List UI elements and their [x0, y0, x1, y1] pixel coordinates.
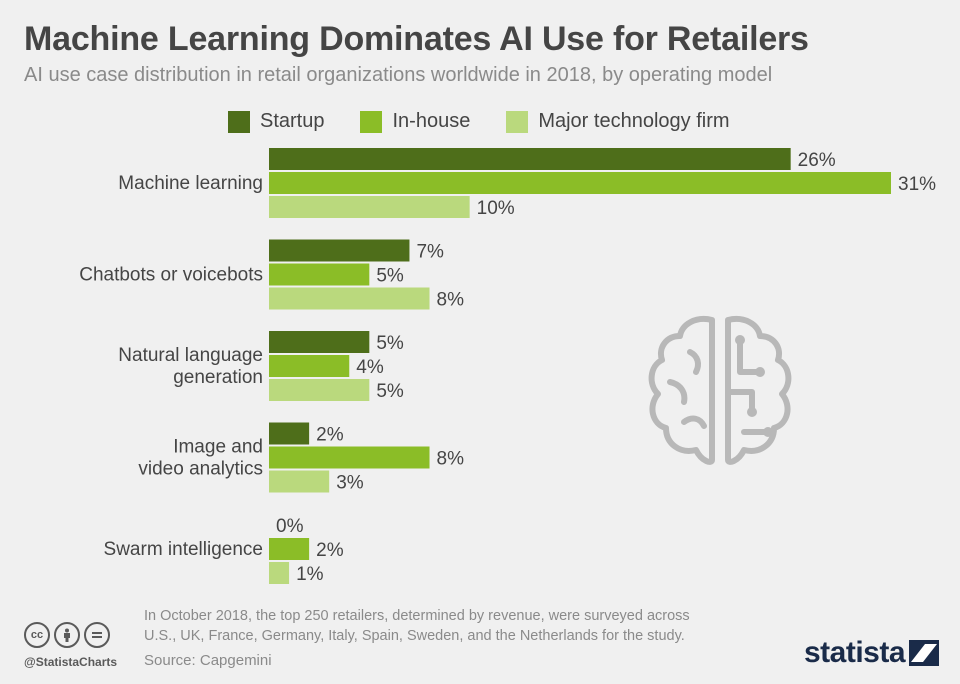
category-label: Chatbots or voicebots: [79, 265, 263, 286]
chart-subtitle: AI use case distribution in retail organ…: [24, 64, 773, 86]
legend-swatch-in-house: [360, 110, 383, 133]
bar-value-label: 1%: [296, 564, 324, 585]
legend-item-startup: Startup: [228, 110, 324, 133]
statista-logo[interactable]: statista: [804, 636, 940, 670]
legend-swatch-major-tech: [506, 110, 529, 133]
category-label: Image and video analytics: [138, 437, 263, 480]
bar: [269, 562, 290, 584]
bar: [269, 331, 370, 353]
legend-label-startup: Startup: [260, 110, 325, 132]
category-label: Machine learning: [118, 173, 263, 194]
bar: [269, 470, 330, 493]
bar: [269, 422, 310, 445]
bar-value-label: 2%: [316, 540, 344, 561]
bar-value-label: 26%: [798, 150, 836, 171]
bar: [269, 263, 370, 286]
bar: [269, 148, 791, 170]
source: Source: Capgemini: [144, 652, 272, 669]
legend-item-in-house: In-house: [360, 110, 470, 133]
cc-icon: cc: [24, 622, 50, 648]
bar-value-label: 4%: [356, 357, 384, 378]
social-handle[interactable]: @StatistaCharts: [24, 655, 118, 669]
legend-swatch-startup: [228, 110, 250, 133]
logo-text: statista: [804, 636, 906, 669]
category-label: Natural language generation: [118, 345, 263, 388]
bar-chart: Machine learning 26% 31% 10% Chatbots or voi…: [79, 148, 936, 585]
bar: [269, 379, 370, 401]
bar-value-label: 2%: [316, 425, 344, 446]
bar-value-label: 5%: [376, 266, 404, 287]
bar-value-label: 7%: [416, 242, 444, 263]
footnote-line-1: In October 2018, the top 250 retailers, …: [144, 608, 690, 624]
bar: [269, 355, 350, 377]
category-label: Swarm intelligence: [104, 539, 263, 560]
statista-mark-icon: [909, 640, 940, 666]
bar-value-label: 31%: [898, 174, 936, 195]
legend-label-in-house: In-house: [392, 110, 471, 132]
legend: Startup In-house Major technology firm: [228, 110, 766, 133]
footnote: In October 2018, the top 250 retailers, …: [144, 606, 784, 646]
bar-value-label: 5%: [376, 381, 404, 402]
legend-item-major-tech: Major technology firm: [506, 110, 730, 133]
bar-value-label: 10%: [477, 198, 515, 219]
bar: [269, 287, 430, 310]
bar: [269, 196, 470, 218]
bar-value-label: 3%: [336, 473, 364, 494]
legend-label-major-tech: Major technology firm: [538, 110, 730, 132]
bar: [269, 172, 891, 194]
bar: [269, 446, 430, 469]
bar-value-label: 8%: [437, 290, 465, 311]
bar-value-label: 8%: [437, 449, 465, 470]
license-icons: cc: [24, 622, 110, 648]
bar-value-label: 0%: [276, 516, 304, 537]
bar: [269, 239, 410, 262]
by-icon: [54, 622, 80, 648]
brain-circuit-icon: [648, 316, 792, 465]
bar: [269, 538, 310, 560]
chart-title: Machine Learning Dominates AI Use for Re…: [24, 20, 809, 58]
bar-value-label: 5%: [376, 333, 404, 354]
nd-icon: [84, 622, 110, 648]
footnote-line-2: U.S., UK, France, Germany, Italy, Spain,…: [144, 628, 685, 644]
